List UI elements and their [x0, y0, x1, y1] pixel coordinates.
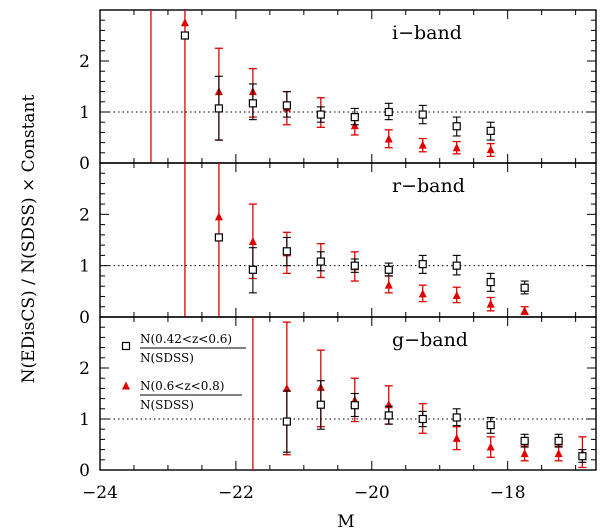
- point-low-z: [350, 401, 359, 410]
- point-low-z: [214, 104, 224, 113]
- point-high-z: [214, 212, 223, 221]
- legend-denominator-high-z: N(SDSS): [140, 398, 194, 412]
- point-low-z: [520, 283, 529, 292]
- y-tick-label: 2: [79, 52, 90, 72]
- point-high-z: [180, 18, 189, 27]
- point-low-z: [214, 233, 224, 242]
- point-high-z: [282, 383, 291, 392]
- panel-1: 0 1 2 i−band: [79, 9, 597, 174]
- point-high-z: [418, 140, 427, 149]
- point-low-z: [282, 101, 291, 110]
- legend-numerator-low-z: N(0.42<z<0.6): [140, 332, 232, 346]
- point-low-z: [384, 265, 393, 274]
- x-tick-label: −18: [490, 483, 526, 503]
- point-low-z: [578, 452, 587, 461]
- point-high-z: [384, 134, 393, 143]
- point-high-z: [486, 145, 495, 154]
- data-points: [252, 317, 587, 470]
- panel-frame: [99, 316, 597, 471]
- legend-numerator-high-z: N(0.6<z<0.8): [140, 379, 224, 393]
- y-tick-label: 1: [79, 257, 90, 277]
- panel-frame: [99, 9, 597, 164]
- panel-3: 0 1 2 g−band: [79, 316, 597, 481]
- legend-denominator-low-z: N(SDSS): [140, 351, 194, 365]
- panel-2: 0 1 2 r−band: [79, 162, 597, 328]
- y-tick-label: 0: [79, 461, 90, 481]
- point-low-z: [452, 261, 461, 270]
- point-low-z: [316, 400, 325, 409]
- point-high-z: [520, 306, 529, 315]
- y-tick-label: 1: [79, 410, 90, 430]
- data-points: [184, 163, 529, 317]
- point-low-z: [282, 247, 291, 256]
- point-high-z: [520, 449, 529, 458]
- point-low-z: [248, 99, 257, 108]
- point-low-z: [418, 110, 427, 119]
- y-tick-label: 2: [79, 205, 90, 225]
- point-low-z: [180, 31, 190, 40]
- point-high-z: [452, 143, 461, 152]
- y-tick-label: 0: [79, 308, 90, 328]
- point-low-z: [350, 112, 359, 122]
- point-high-z: [384, 280, 393, 289]
- point-low-z: [520, 436, 529, 446]
- y-tick-label: 1: [79, 103, 90, 123]
- data-points: [150, 10, 495, 163]
- band-label: g−band: [392, 329, 468, 351]
- point-low-z: [316, 110, 325, 119]
- point-low-z: [418, 414, 427, 424]
- y-axis-title: N(EDisCS) / N(SDSS) × Constant: [19, 95, 39, 384]
- point-low-z: [384, 107, 393, 117]
- x-tick-label: −20: [354, 483, 390, 503]
- point-low-z: [316, 257, 325, 266]
- y-tick-label: 2: [79, 359, 90, 379]
- point-low-z: [282, 417, 291, 426]
- point-low-z: [248, 265, 257, 274]
- point-high-z: [486, 442, 495, 451]
- point-low-z: [486, 421, 495, 430]
- point-low-z: [452, 122, 461, 131]
- legend-marker-low-z: [121, 341, 131, 351]
- point-high-z: [248, 237, 257, 246]
- legend-marker-high-z: [122, 381, 130, 390]
- point-high-z: [486, 299, 495, 308]
- x-axis-title: M: [337, 512, 354, 531]
- point-low-z: [554, 436, 563, 446]
- point-high-z: [452, 433, 461, 442]
- point-high-z: [418, 289, 427, 298]
- point-high-z: [554, 449, 563, 458]
- x-tick-label: −24: [82, 483, 118, 503]
- point-low-z: [486, 277, 495, 287]
- x-tick-label: −22: [218, 483, 254, 503]
- point-low-z: [452, 413, 461, 422]
- point-high-z: [452, 290, 461, 299]
- band-label: i−band: [392, 22, 462, 44]
- point-low-z: [486, 126, 495, 135]
- point-low-z: [384, 411, 393, 420]
- point-low-z: [350, 261, 359, 270]
- legend: N(0.42<z<0.6) N(SDSS) N(0.6<z<0.8) N(SDSS): [121, 332, 246, 412]
- y-tick-label: 0: [79, 154, 90, 174]
- band-label: r−band: [392, 175, 465, 197]
- point-low-z: [418, 260, 427, 269]
